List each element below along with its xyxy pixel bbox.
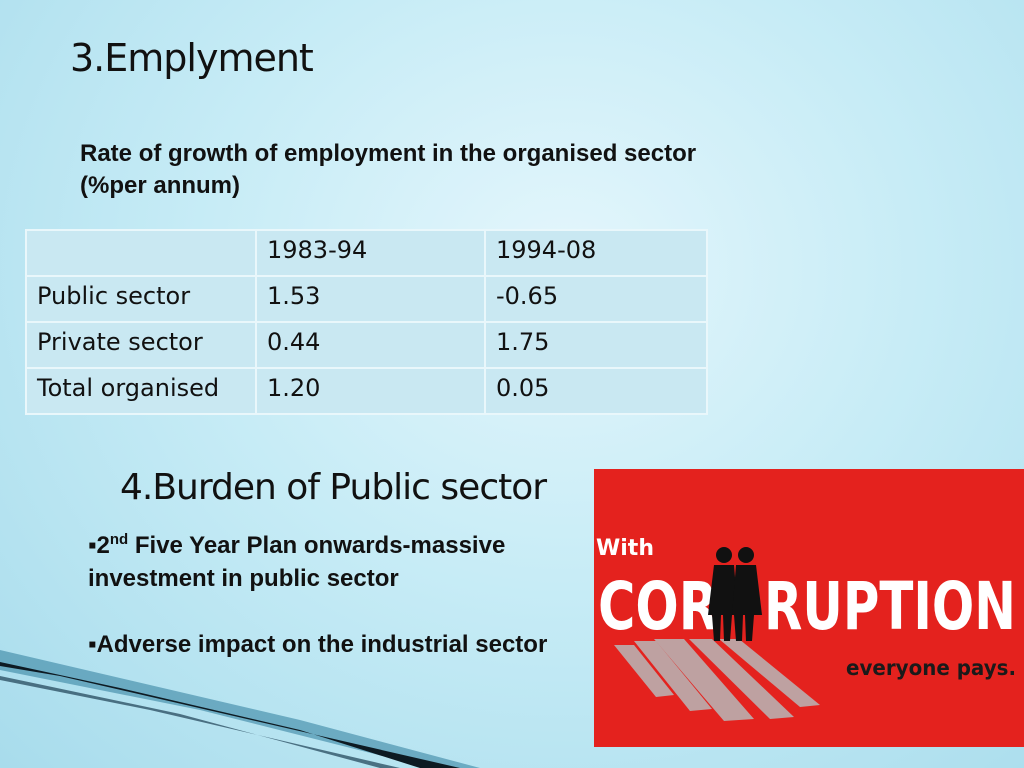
table-row: Total organised 1.20 0.05 xyxy=(25,367,708,415)
list-item: ▪2nd Five Year Plan onwards-massive inve… xyxy=(88,529,598,595)
poster-word-cor: COR xyxy=(598,568,718,645)
list-item: ▪Adverse impact on the industrial sector xyxy=(88,628,598,661)
table-cell: 1.20 xyxy=(255,367,486,415)
bullet-text: 2 xyxy=(96,532,110,559)
table-row: Private sector 0.44 1.75 xyxy=(25,321,708,369)
bullet-list: ▪2nd Five Year Plan onwards-massive inve… xyxy=(88,529,598,694)
poster-tagline: everyone pays. xyxy=(846,656,1016,680)
heading-employment: 3.Emplyment xyxy=(70,36,314,80)
table-cell: Public sector xyxy=(25,275,257,323)
table-cell: 1.75 xyxy=(484,321,708,369)
decorative-swoosh xyxy=(0,650,480,768)
table-header-cell: 1994-08 xyxy=(484,229,708,277)
bullet-marker: ▪ xyxy=(88,532,97,559)
table-row: Public sector 1.53 -0.65 xyxy=(25,275,708,323)
table-cell: 0.44 xyxy=(255,321,486,369)
shadow-graphic xyxy=(614,639,820,721)
corruption-poster-image: With COR RUPTION everyone pays. xyxy=(594,469,1024,747)
poster-word-ruption: RUPTION xyxy=(764,568,1016,645)
table-header-row: 1983-94 1994-08 xyxy=(25,229,708,277)
employment-growth-table: 1983-94 1994-08 Public sector 1.53 -0.65… xyxy=(25,229,708,415)
table-cell: -0.65 xyxy=(484,275,708,323)
table-cell: 0.05 xyxy=(484,367,708,415)
heading-burden: 4.Burden of Public sector xyxy=(120,467,547,508)
table-cell: 1.53 xyxy=(255,275,486,323)
table-header-cell: 1983-94 xyxy=(255,229,486,277)
table-cell: Private sector xyxy=(25,321,257,369)
table-cell: Total organised xyxy=(25,367,257,415)
bullet-text: Five Year Plan onwards-massive investmen… xyxy=(88,532,506,592)
silhouette-figures-icon xyxy=(708,547,762,641)
poster-word-with: With xyxy=(596,536,654,561)
table-subtitle: Rate of growth of employment in the orga… xyxy=(80,140,697,199)
bullet-marker: ▪ xyxy=(88,631,97,658)
bullet-superscript: nd xyxy=(109,531,129,548)
bullet-text: Adverse impact on the industrial sector xyxy=(96,631,548,658)
table-header-cell xyxy=(25,229,257,277)
